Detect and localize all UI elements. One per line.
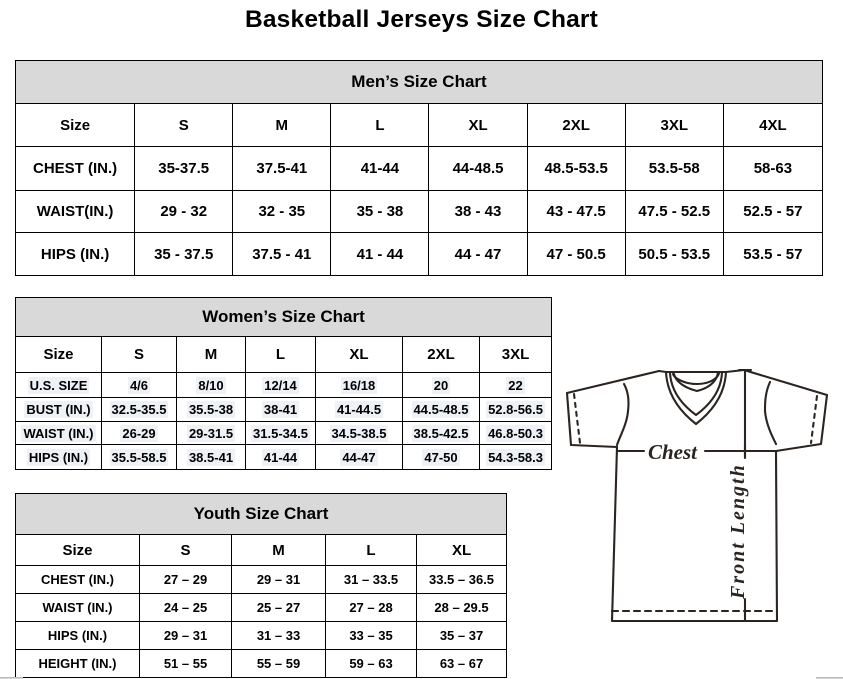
svg-text:Chest: Chest	[648, 440, 698, 464]
svg-text:Front Length: Front Length	[727, 463, 749, 600]
